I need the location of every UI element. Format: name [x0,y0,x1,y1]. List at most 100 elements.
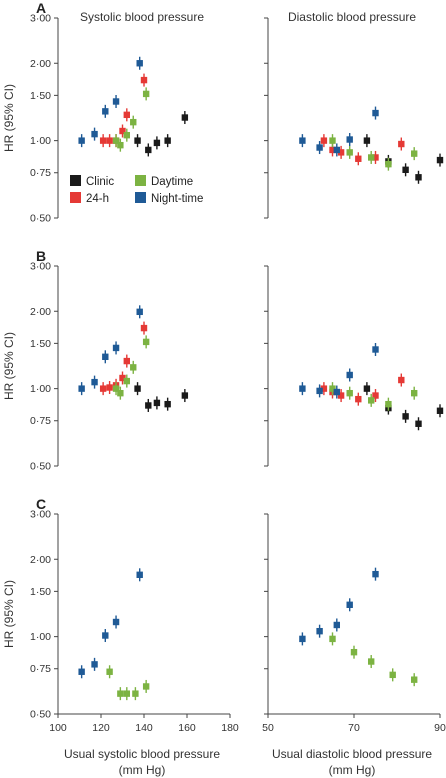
point-daytime-a-systolic [130,118,137,126]
point-daytime-a-diastolic [346,149,353,156]
y-tick-label-c-systolic: 0·75 [30,663,51,675]
point-night-time-a-systolic [78,137,85,144]
point-night-time-a-systolic [136,60,143,67]
point-night-time-a-diastolic [333,146,340,154]
y-tick-label-b-systolic: 0·50 [30,461,51,473]
point-daytime-c-diastolic [368,658,375,665]
point-24-h-a-systolic [106,137,113,144]
point-24-h-a-diastolic [337,149,345,156]
point-daytime-b-systolic [142,338,150,346]
plot-a-diastolic [264,17,444,219]
panel-label-a: A [36,0,46,16]
point-night-time-b-diastolic [372,346,379,353]
point-night-time-a-systolic [91,130,98,138]
point-daytime-c-systolic [123,690,130,697]
point-daytime-a-diastolic [385,160,392,168]
x-label-systolic-2: (mm Hg) [119,763,166,777]
legend-swatch-daytime [135,175,146,186]
y-tick-label-c-systolic: 0·50 [30,709,51,721]
point-night-time-b-diastolic [346,371,353,379]
point-clinic-b-diastolic [402,413,409,420]
legend-swatch-night-time [135,192,146,203]
point-night-time-a-diastolic [372,109,379,117]
point-daytime-b-systolic [117,389,124,397]
point-daytime-b-systolic [112,385,120,392]
point-24-h-b-diastolic [398,376,405,384]
point-24-h-a-diastolic [320,137,328,144]
plot-c-systolic: 100 120 140 160 180 0·50 0·75 1·00 1·50 2·00 3·00 H… [2,509,239,735]
legend-label-night-time: Night-time [151,193,203,205]
point-daytime-a-systolic [112,137,120,144]
point-clinic-a-systolic [145,146,152,154]
point-night-time-c-diastolic [372,570,379,578]
point-clinic-b-diastolic [415,420,422,427]
point-clinic-b-systolic [134,385,141,392]
point-24-h-a-systolic [123,111,130,119]
point-night-time-b-diastolic [299,385,306,392]
y-tick-label-c-systolic: 3·00 [30,509,51,521]
point-clinic-b-systolic [164,400,171,408]
point-night-time-a-diastolic [346,136,353,143]
point-24-h-b-diastolic [320,385,328,392]
y-tick-label-a-systolic: 3·00 [30,13,51,25]
point-clinic-a-diastolic [436,156,444,164]
x-tick-label-c-systolic: 180 [221,722,239,734]
point-daytime-a-systolic [117,141,124,149]
point-24-h-a-systolic [119,127,126,135]
x-tick-label-c-systolic: 140 [135,722,153,734]
point-night-time-a-systolic [102,108,109,115]
point-daytime-b-systolic [130,364,137,371]
y-tick-label-a-systolic: 0·75 [30,167,51,179]
point-clinic-a-systolic [181,114,189,121]
point-daytime-c-systolic [117,690,124,697]
point-clinic-a-diastolic [363,137,371,144]
point-24-h-a-diastolic [372,154,379,161]
point-24-h-b-diastolic [337,392,345,399]
point-night-time-b-systolic [91,378,98,386]
title-systolic: Systolic blood pressure [80,10,204,24]
point-24-h-b-diastolic [372,392,379,399]
x-label-diastolic-2: (mm Hg) [329,763,376,777]
plot-b-systolic: 0·50 0·75 1·00 1·50 2·00 3·00 HR (95% CI) [2,261,189,473]
point-night-time-c-diastolic [316,627,323,635]
point-daytime-c-systolic [142,683,150,690]
point-daytime-c-diastolic [350,648,358,656]
point-night-time-b-systolic [102,353,109,360]
y-tick-label-b-systolic: 1·00 [30,383,51,395]
y-axis-label-a-systolic: HR (95% CI) [2,84,16,152]
point-daytime-c-diastolic [389,671,396,679]
point-24-h-b-diastolic [355,395,362,403]
x-tick-label-c-systolic: 120 [92,722,110,734]
point-daytime-c-systolic [132,690,139,697]
point-clinic-b-diastolic [363,385,371,392]
y-axis-label-b-systolic: HR (95% CI) [2,332,16,400]
point-daytime-a-systolic [123,131,130,139]
point-night-time-c-systolic [102,632,109,639]
y-tick-label-c-systolic: 1·50 [30,586,51,598]
point-24-h-a-diastolic [398,140,405,148]
point-daytime-b-diastolic [385,400,392,408]
point-daytime-b-diastolic [368,397,375,404]
legend: Clinic Daytime 24-h Night-time [70,175,203,205]
legend-swatch-24h [70,192,81,203]
y-tick-label-b-systolic: 1·50 [30,338,51,350]
y-axis-label-c-systolic: HR (95% CI) [2,580,16,648]
point-night-time-c-systolic [136,571,143,579]
point-daytime-a-systolic [142,90,150,98]
legend-swatch-clinic [70,175,81,186]
y-tick-label-a-systolic: 2·00 [30,58,51,70]
point-night-time-b-systolic [136,308,143,316]
point-24-h-a-diastolic [355,155,362,162]
panel-label-b: B [36,248,46,264]
point-clinic-b-systolic [145,402,152,409]
x-tick-label-c-systolic: 100 [49,722,67,734]
point-24-h-b-systolic [140,324,148,332]
legend-label-daytime: Daytime [151,176,193,188]
panel-label-c: C [36,496,46,512]
point-24-h-a-diastolic [329,146,336,154]
point-daytime-a-diastolic [329,137,336,144]
point-night-time-c-diastolic [299,635,306,643]
point-night-time-c-systolic [91,661,98,668]
point-daytime-b-diastolic [329,385,336,392]
